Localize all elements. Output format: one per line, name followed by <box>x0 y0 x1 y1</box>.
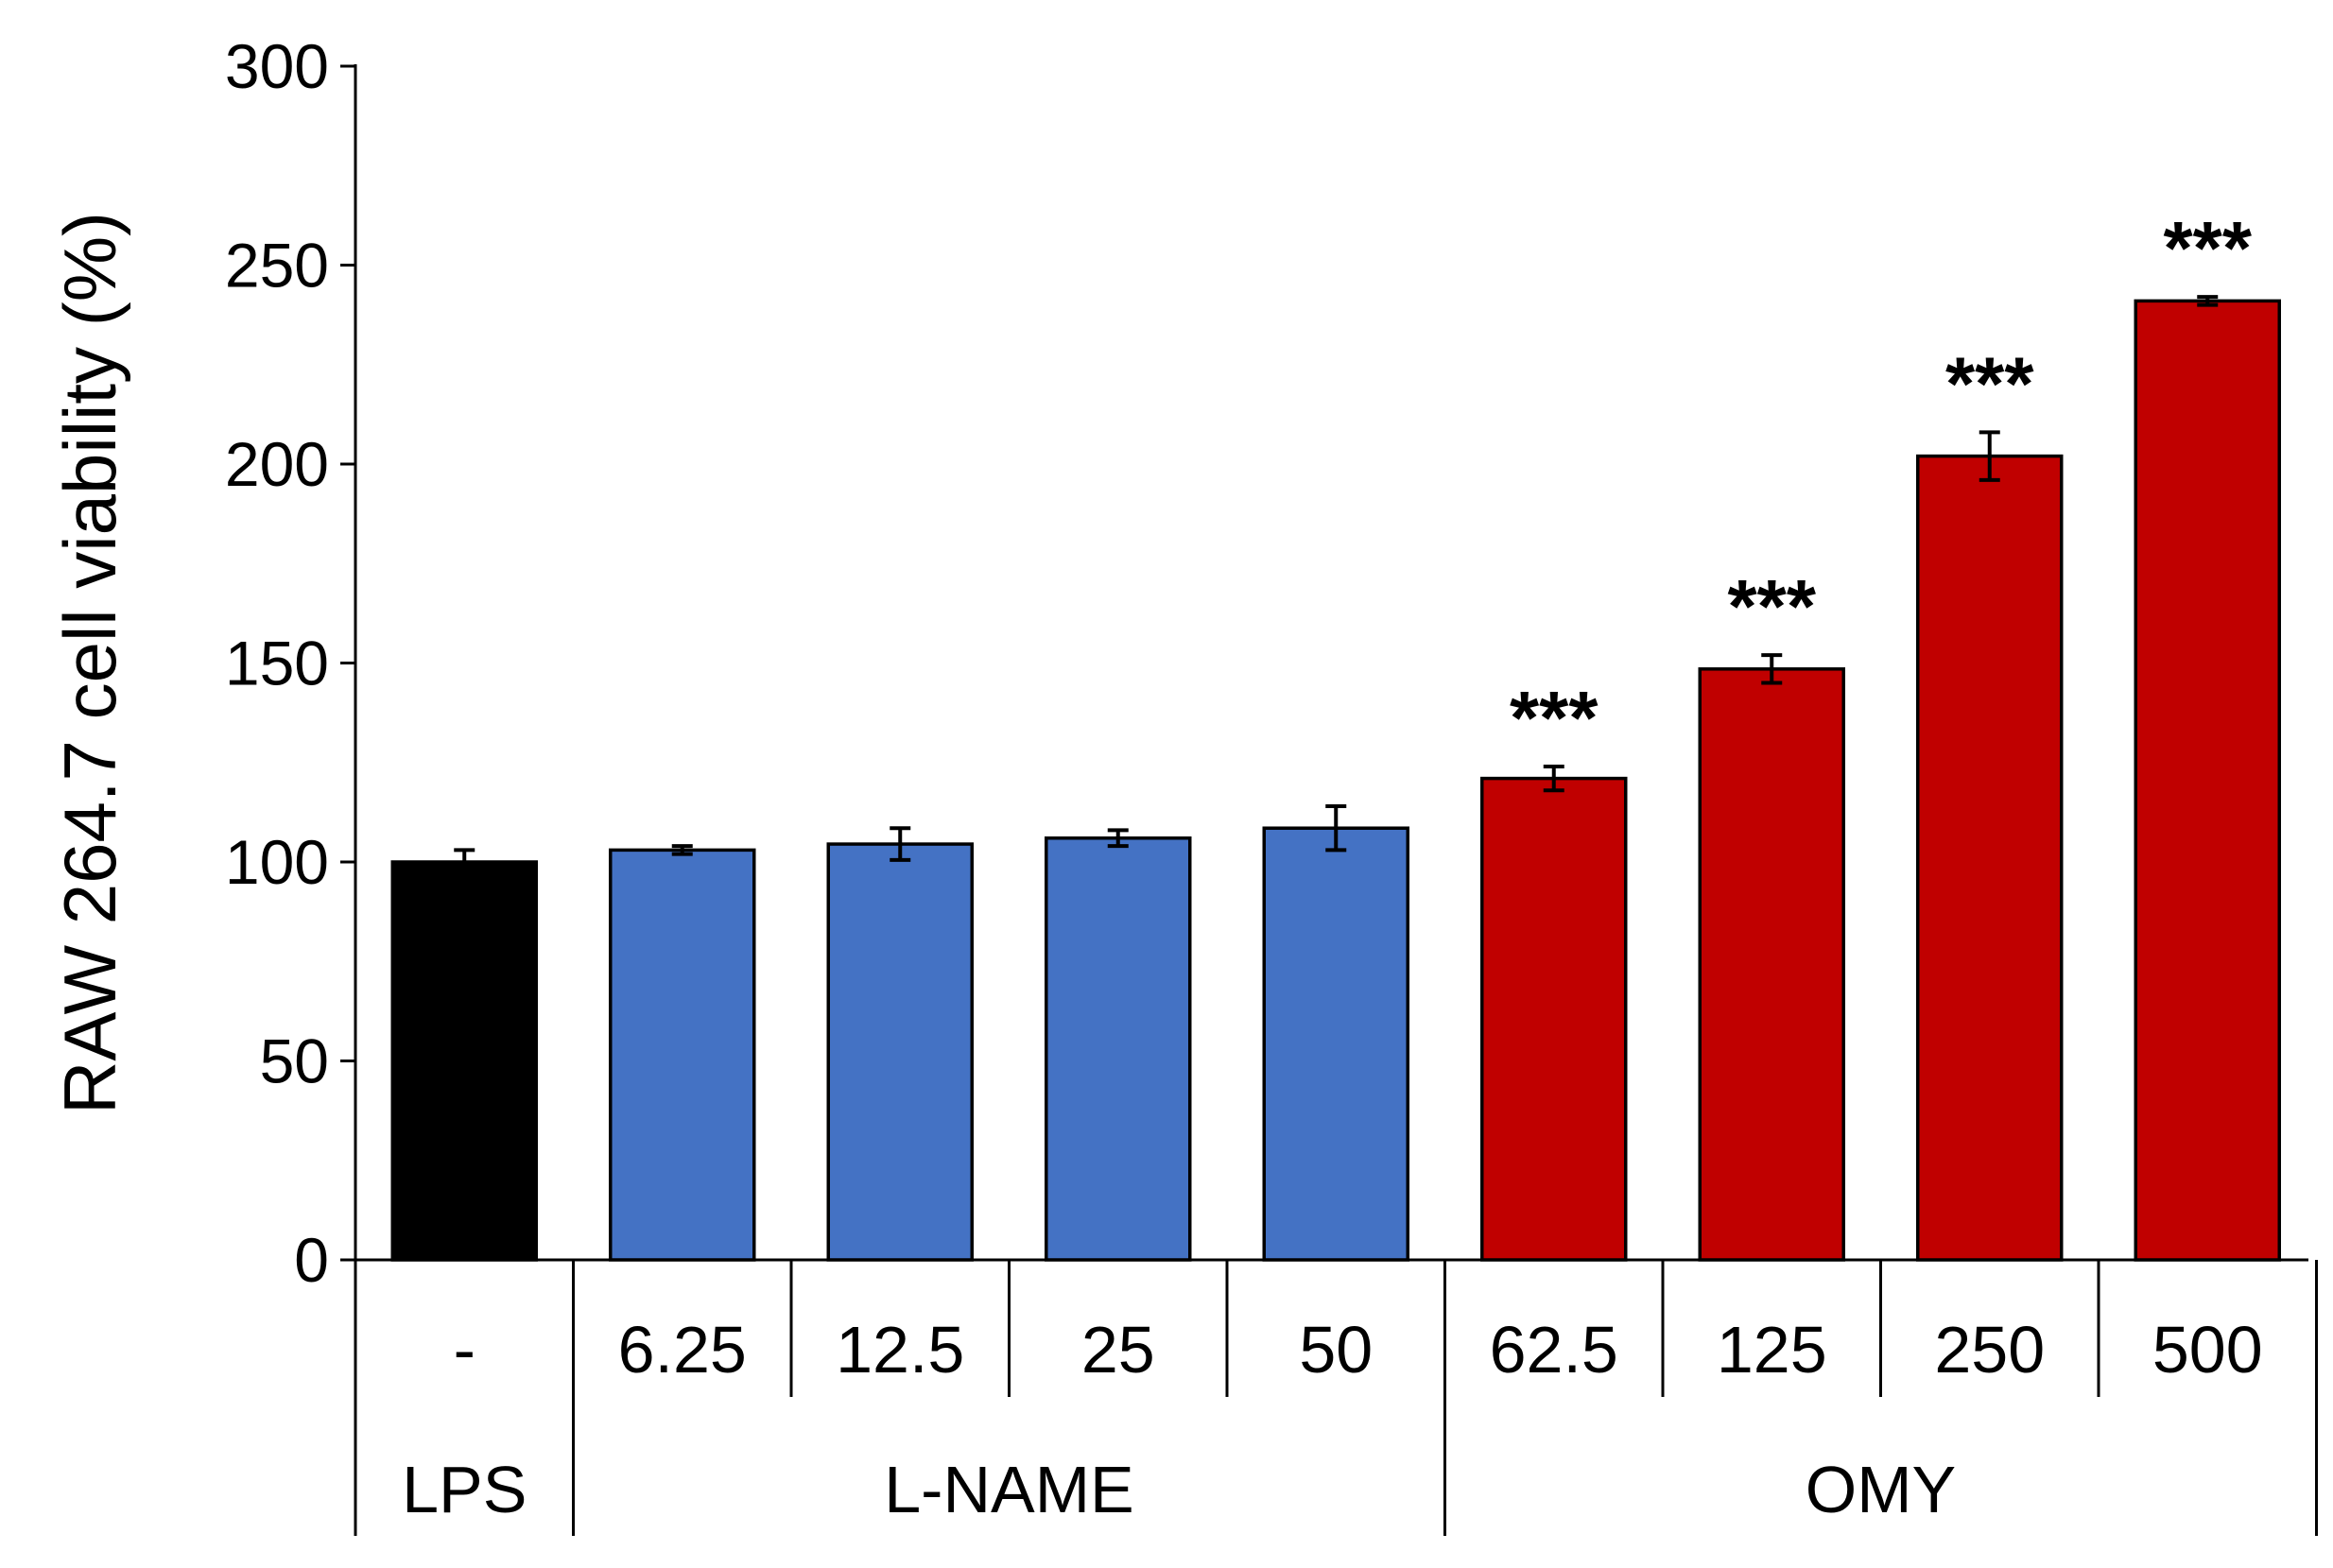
significance-marker-8: *** <box>1945 341 2034 425</box>
category-label-4: 25 <box>1081 1313 1155 1387</box>
y-axis-label-group: RAW 264.7 cell viability (%) <box>48 212 131 1114</box>
y-tick-label: 200 <box>225 429 329 499</box>
bar-3 <box>826 842 974 1262</box>
bar-1 <box>390 860 538 1262</box>
bar-4 <box>1045 836 1192 1262</box>
bar-8 <box>1916 454 2064 1262</box>
group-label-2: L-NAME <box>884 1453 1133 1526</box>
group-label-3: OMY <box>1806 1453 1956 1526</box>
bars: *** *** *** *** <box>355 206 2308 1262</box>
bar-6 <box>1480 776 1628 1262</box>
category-label-8: 250 <box>1934 1313 2045 1387</box>
category-label-3: 12.5 <box>836 1313 964 1387</box>
category-label-5: 50 <box>1299 1313 1373 1387</box>
category-label-6: 62.5 <box>1490 1313 1618 1387</box>
y-axis: 0 50 100 150 200 250 300 <box>225 31 357 1295</box>
y-tick-label: 0 <box>294 1225 329 1295</box>
bar-2 <box>609 848 756 1262</box>
category-label-7: 125 <box>1717 1313 1827 1387</box>
group-label-1: LPS <box>402 1453 527 1526</box>
bar-7 <box>1698 667 1845 1262</box>
y-tick-label: 150 <box>225 629 329 698</box>
significance-marker-6: *** <box>1510 676 1599 760</box>
y-tick-label: 100 <box>225 827 329 897</box>
bar-9 <box>2134 299 2281 1262</box>
significance-marker-7: *** <box>1728 564 1817 648</box>
category-label-2: 6.25 <box>618 1313 747 1387</box>
significance-marker-9: *** <box>2164 206 2253 290</box>
y-axis-label: RAW 264.7 cell viability (%) <box>48 212 131 1114</box>
category-label-9: 500 <box>2152 1313 2263 1387</box>
x-category-table: - 6.25 12.5 25 50 62.5 125 250 500 LPS L-NAME OMY <box>354 1260 2318 1536</box>
y-tick-label: 300 <box>225 31 329 101</box>
bar-5 <box>1262 826 1409 1262</box>
y-tick-label: 250 <box>225 231 329 301</box>
category-label-1: - <box>454 1313 475 1387</box>
y-tick-label: 50 <box>260 1026 329 1096</box>
